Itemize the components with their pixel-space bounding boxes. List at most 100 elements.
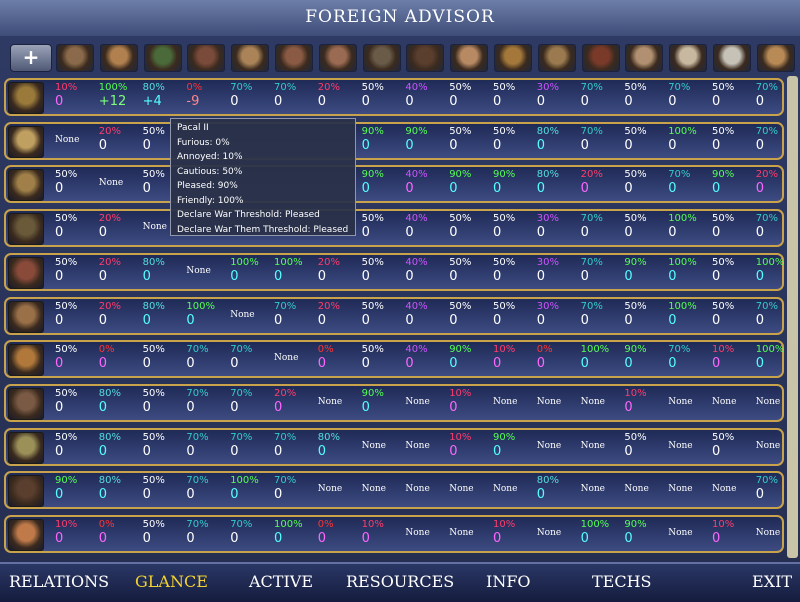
attitude-percent: 50%: [449, 300, 472, 312]
attitude-cell: 70% 0: [756, 473, 800, 507]
leader-portrait-icon[interactable]: [8, 213, 44, 246]
attitude-percent: 50%: [449, 125, 472, 137]
leader-portrait-icon[interactable]: [625, 44, 664, 72]
tab-active[interactable]: ACTIVE: [249, 572, 314, 591]
attitude-cell: 90% 0: [493, 167, 537, 201]
attitude-cell: 80% 0: [99, 386, 143, 420]
attitude-percent: 50%: [55, 344, 78, 356]
attitude-percent: 100%: [230, 256, 259, 268]
attitude-value: 0: [755, 181, 765, 197]
leader-portrait-icon[interactable]: [8, 256, 44, 289]
attitude-percent: 0%: [317, 519, 334, 530]
attitude-cell: 70% 0: [668, 167, 712, 201]
attitude-value: 0: [449, 94, 458, 109]
leader-portrait-icon[interactable]: [231, 44, 270, 72]
tab-glance[interactable]: GLANCE: [135, 572, 208, 591]
attitude-value: 0: [361, 356, 370, 372]
leader-portrait-icon[interactable]: [669, 44, 708, 72]
attitude-cell: 100% 0: [668, 124, 712, 158]
attitude-percent: 70%: [580, 125, 603, 137]
attitude-cell: 70% 0: [274, 430, 318, 464]
attitude-value: 0: [186, 443, 195, 459]
attitude-cell: 50% 0: [143, 124, 187, 158]
attitude-cell: 70% 0: [186, 386, 230, 420]
leader-portrait-icon[interactable]: [275, 44, 313, 72]
leader-portrait-icon[interactable]: [8, 125, 44, 158]
attitude-cell: 50% 0: [493, 255, 537, 289]
attitude-value: 0: [536, 487, 546, 503]
attitude-value: 0: [274, 399, 283, 415]
attitude-value: 0: [230, 356, 239, 372]
leader-portrait-icon[interactable]: [8, 169, 44, 202]
attitude-cell: 70% 0: [756, 299, 800, 333]
vertical-scrollbar[interactable]: [787, 76, 798, 558]
tooltip-line: Annoyed: 10%: [177, 152, 243, 162]
leader-portrait-icon[interactable]: [713, 44, 751, 72]
attitude-cell: None: [537, 430, 581, 464]
attitude-value: 0: [361, 312, 370, 328]
attitude-cell: None: [318, 473, 362, 507]
leader-portrait-icon[interactable]: [99, 44, 138, 72]
leader-portrait-icon[interactable]: [450, 44, 489, 72]
attitude-percent: 50%: [493, 256, 516, 268]
attitude-percent: 30%: [536, 82, 560, 93]
leader-portrait-icon[interactable]: [581, 44, 620, 72]
tab-info[interactable]: INFO: [486, 572, 531, 591]
leader-portrait-icon[interactable]: [756, 44, 795, 72]
attitude-percent: 50%: [624, 125, 647, 137]
attitude-percent: 50%: [142, 475, 165, 487]
attitude-percent: 50%: [493, 300, 516, 312]
leader-portrait-icon[interactable]: [362, 44, 401, 72]
leader-portrait-icon[interactable]: [56, 44, 94, 72]
leader-portrait-icon[interactable]: [494, 44, 532, 72]
attitude-percent: 20%: [317, 82, 341, 93]
attitude-value: 0: [361, 94, 370, 109]
attitude-percent: 50%: [55, 431, 78, 443]
leader-portrait-icon[interactable]: [537, 44, 576, 72]
leader-portrait-icon[interactable]: [187, 44, 226, 72]
tab-resources[interactable]: RESOURCES: [346, 572, 455, 591]
leader-portrait-icon[interactable]: [8, 519, 44, 551]
attitude-percent: 90%: [361, 125, 384, 137]
attitude-cell: None: [405, 517, 449, 551]
leader-portrait-icon[interactable]: [143, 44, 182, 72]
attitude-cell: 50% 0: [624, 167, 668, 201]
attitude-value: 0: [449, 181, 458, 197]
no-contact-label: None: [712, 396, 737, 407]
attitude-cell: 20% 0: [318, 299, 362, 333]
attitude-value: 0: [361, 137, 370, 153]
attitude-cell: 70% 0: [756, 211, 800, 245]
leader-portrait-icon[interactable]: [8, 431, 44, 464]
attitude-value: 0: [142, 268, 151, 284]
attitude-percent: 10%: [55, 519, 78, 530]
tab-exit[interactable]: EXIT: [752, 572, 793, 591]
attitude-value: 0: [712, 268, 721, 284]
attitude-cell: 80% 0: [537, 124, 581, 158]
attitude-cell: 90% 0: [55, 473, 99, 507]
tab-relations[interactable]: RELATIONS: [9, 572, 110, 591]
zoom-plus-button[interactable]: +: [10, 44, 52, 72]
attitude-cell: 0% 0: [99, 517, 143, 551]
leader-portrait-icon[interactable]: [318, 44, 357, 72]
leader-portrait-icon[interactable]: [8, 475, 44, 508]
leader-row: 10% 0 100% +12 80% +4 0% -9 70% 0 70% 0 20% 0 50% 0 40% 0…: [4, 78, 784, 116]
attitude-percent: 50%: [712, 300, 735, 312]
leader-portrait-icon[interactable]: [8, 344, 44, 377]
no-contact-label: None: [142, 222, 168, 233]
leader-portrait-icon[interactable]: [8, 387, 44, 420]
no-contact-label: None: [536, 440, 562, 451]
tab-techs[interactable]: TECHS: [592, 572, 652, 591]
attitude-cell: 50% 0: [143, 342, 187, 376]
attitude-value: 0: [580, 137, 589, 153]
attitude-percent: 90%: [493, 169, 516, 181]
attitude-value: 0: [536, 225, 546, 241]
attitude-cell: 70% 0: [756, 124, 800, 158]
leader-portrait-icon[interactable]: [406, 44, 445, 72]
tooltip-line: Declare War Threshold: Pleased: [177, 210, 320, 220]
leader-portrait-icon[interactable]: [8, 82, 44, 114]
attitude-percent: 50%: [493, 213, 516, 225]
attitude-percent: 70%: [580, 256, 603, 268]
leader-portrait-icon[interactable]: [8, 300, 44, 333]
attitude-cell: 50% 0: [362, 342, 406, 376]
attitude-value: 0: [55, 487, 64, 503]
